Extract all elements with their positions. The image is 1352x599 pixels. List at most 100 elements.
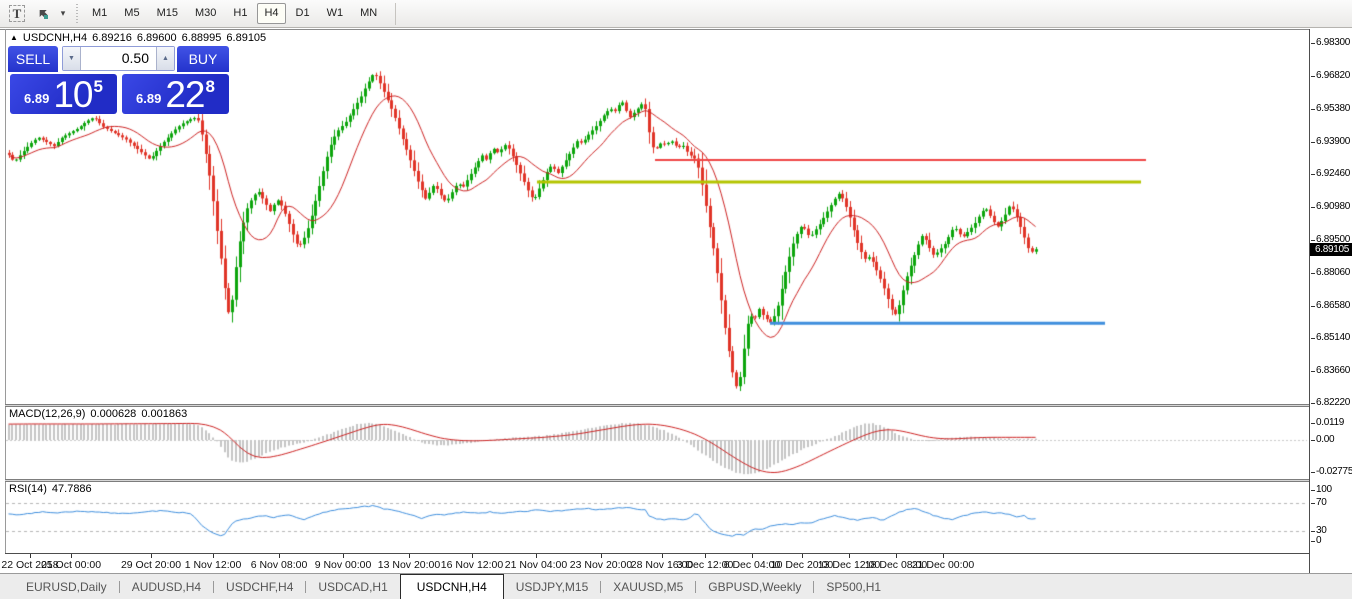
time-axis[interactable]: 22 Oct 2018 25 Oct 00:00 29 Oct 20:00 1 Nov… [1, 553, 1309, 574]
price-tick-label: 6.88060 [1316, 266, 1351, 278]
axis-tick [1311, 490, 1315, 491]
chart-tab-usdchf-h4[interactable]: USDCHF,H4 [226, 579, 294, 594]
price-tick-label: 6.95380 [1316, 102, 1351, 114]
tab-divider [813, 580, 815, 593]
macd-label: MACD(12,26,9) [9, 408, 86, 420]
axis-tick [1311, 305, 1315, 307]
chart-tab-usdcad-h1[interactable]: USDCAD,H1 [318, 579, 388, 594]
axis-tick [1311, 43, 1315, 45]
rsi-tick-label: 100 [1316, 484, 1332, 495]
time-tick [409, 554, 410, 558]
time-tick-label: 22 Oct 2018 [1, 559, 59, 571]
time-tick-label: 1 Nov 12:00 [184, 559, 242, 571]
timeframe-button-mn[interactable]: MN [360, 7, 378, 19]
macd-label-row: MACD(12,26,9) 0.000628 0.001863 [9, 408, 187, 420]
time-tick [213, 554, 214, 558]
ohlc-high: 6.89600 [136, 32, 177, 44]
trade-panel-prices: 6.89 10 5 6.89 22 8 [10, 74, 229, 114]
time-tick [849, 554, 850, 558]
tab-divider [305, 580, 307, 593]
axis-tick [1311, 240, 1315, 242]
chart-tab-gbpusd-weekly[interactable]: GBPUSD,Weekly [708, 579, 802, 594]
time-tick-label: 18 Dec 08:00 [864, 559, 928, 571]
volume-input[interactable]: 0.50 [121, 50, 149, 66]
sell-price-pip: 5 [93, 77, 103, 96]
ohlc-close: 6.89105 [226, 32, 267, 44]
timeframe-button-d1[interactable]: D1 [295, 7, 310, 19]
time-tick-label: 21 Nov 04:00 [504, 559, 568, 571]
axis-tick [1311, 502, 1315, 504]
buy-price-big: 22 [165, 74, 205, 115]
time-tick-label: 25 Oct 00:00 [40, 559, 102, 571]
rsi-tick-label: 70 [1316, 496, 1327, 508]
ohlc-low: 6.88995 [181, 32, 222, 44]
macd-tick-label: 0.0119 [1316, 417, 1345, 429]
sell-button[interactable]: SELL [8, 46, 58, 72]
axis-tick [1311, 272, 1315, 274]
toolbar: T ▾ M1 M5 M15 M30 H1 H4 D1 W1 MN [0, 0, 1352, 28]
time-tick [536, 554, 537, 558]
chart-tab-usdcnh-h4[interactable]: USDCNH,H4 [399, 574, 504, 599]
price-tick-label: 6.82220 [1316, 397, 1351, 409]
toolbar-dropdown-caret[interactable]: ▾ [60, 8, 66, 18]
timeframe-button-h1[interactable]: H1 [233, 7, 248, 19]
buy-button[interactable]: BUY [177, 46, 229, 72]
chart-frame-left-border [5, 29, 6, 573]
time-tick [71, 554, 72, 558]
chart-tab-audusd-h4[interactable]: AUDUSD,H4 [131, 579, 202, 594]
timeframe-button-m1[interactable]: M1 [92, 7, 108, 19]
time-tick-label: 6 Nov 08:00 [250, 559, 308, 571]
time-tick-label: 13 Nov 20:00 [377, 559, 441, 571]
price-axis[interactable]: 6.98300 6.96820 6.95380 6.93900 6.92460 6.909… [1309, 29, 1352, 573]
chart-title: USDCNH,H4 [22, 32, 88, 44]
text-tool-icon: T [8, 5, 26, 22]
timeframe-button-w1[interactable]: W1 [326, 7, 344, 19]
rsi-tick-label: 0 [1316, 535, 1322, 546]
time-tick [343, 554, 344, 558]
chart-tab-eurusd-daily[interactable]: EURUSD,Daily [26, 579, 107, 594]
sell-price-prefix: 6.89 [24, 91, 50, 106]
axis-tick [1311, 371, 1315, 373]
time-tick-label: 28 Nov 16:00 [630, 559, 694, 571]
volume-decrease-button[interactable]: ▼ [63, 47, 81, 70]
chart-tab-usdjpy-m15[interactable]: USDJPY,M15 [515, 579, 589, 594]
timeframe-button-h4[interactable]: H4 [257, 3, 286, 24]
sell-price-button[interactable]: 6.89 10 5 [10, 74, 117, 114]
time-tick-label: 13 Dec 12:00 [817, 559, 881, 571]
buy-price-button[interactable]: 6.89 22 8 [122, 74, 229, 114]
rsi-value: 47.7886 [51, 483, 92, 495]
text-tool-button[interactable]: T [5, 2, 29, 26]
chart-tab-sp500-h1[interactable]: SP500,H1 [826, 579, 882, 594]
axis-tick [1311, 207, 1315, 209]
chart-marker-icon: ▲ [10, 32, 18, 42]
ohlc-open: 6.89216 [92, 32, 132, 44]
timeframe-button-m30[interactable]: M30 [194, 7, 217, 19]
time-tick [802, 554, 803, 558]
panel-splitter-macd[interactable] [5, 404, 1309, 407]
time-tick [279, 554, 280, 558]
tab-divider [695, 580, 697, 593]
price-tick-label: 6.86580 [1316, 299, 1351, 311]
arrange-arrows-button[interactable] [30, 2, 54, 26]
chart-tab-xauusd-m5[interactable]: XAUUSD,M5 [613, 579, 684, 594]
price-tick-label: 6.98300 [1316, 37, 1351, 49]
time-tick [472, 554, 473, 558]
macd-value-main: 0.000628 [90, 408, 137, 420]
time-tick [943, 554, 944, 558]
time-tick-label: 16 Nov 12:00 [440, 559, 504, 571]
time-tick-label: 21 Dec 00:00 [911, 559, 975, 571]
rsi-label: RSI(14) [9, 483, 47, 495]
time-tick [896, 554, 897, 558]
axis-tick [1311, 423, 1315, 425]
panel-splitter-rsi[interactable] [5, 479, 1309, 482]
volume-increase-button[interactable]: ▲ [156, 47, 174, 70]
time-tick [752, 554, 753, 558]
timeframe-button-m15[interactable]: M15 [156, 7, 178, 19]
chart-frame-top-border [0, 29, 1352, 30]
price-tick-label: 6.92460 [1316, 167, 1351, 179]
toolbar-grip[interactable] [74, 3, 81, 24]
time-tick [662, 554, 663, 558]
timeframe-button-m5[interactable]: M5 [124, 7, 140, 19]
axis-tick [1311, 108, 1315, 110]
price-tick-label: 6.90980 [1316, 201, 1351, 213]
